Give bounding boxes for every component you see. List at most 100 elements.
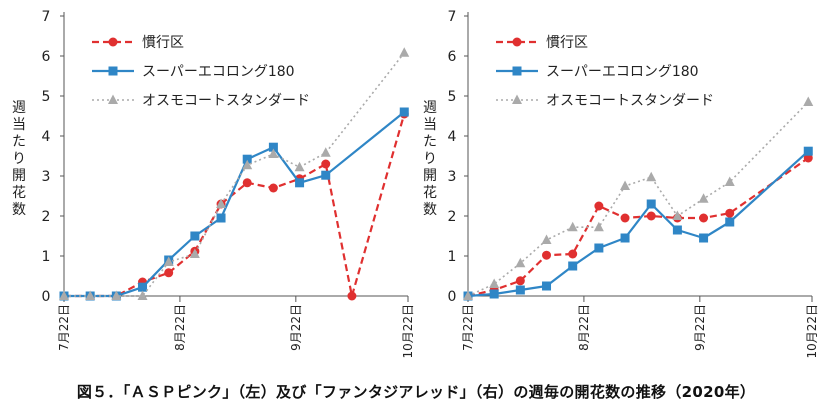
data-point-series-3 <box>593 221 604 232</box>
data-point-series-3 <box>294 161 305 172</box>
data-point-series-3 <box>268 148 279 158</box>
y-tick-label: 4 <box>42 129 51 145</box>
data-point-series-2 <box>803 146 813 156</box>
y-axis-label-char: 開 <box>423 168 437 184</box>
data-point-series-3 <box>85 290 96 300</box>
legend-marker-1 <box>512 37 522 47</box>
data-point-series-3 <box>242 159 253 170</box>
data-point-series-3 <box>463 290 473 300</box>
series-line-1 <box>64 113 406 298</box>
y-tick-label: 7 <box>448 9 457 25</box>
y-tick-label: 3 <box>42 169 51 185</box>
y-tick-label: 0 <box>448 289 457 305</box>
series-line-2 <box>467 150 809 298</box>
data-point-series-1 <box>699 213 709 223</box>
y-tick-label: 5 <box>42 89 51 105</box>
data-point-series-3 <box>137 290 148 300</box>
y-tick-label: 4 <box>448 129 457 145</box>
y-axis-label-char: 当 <box>12 117 26 133</box>
data-point-series-2 <box>399 107 409 117</box>
data-point-series-2 <box>620 233 630 243</box>
series-line-3 <box>64 52 405 297</box>
legend-marker-3 <box>108 94 118 104</box>
data-point-series-3 <box>399 47 410 57</box>
data-point-series-2 <box>699 233 709 243</box>
data-point-series-3 <box>59 290 69 300</box>
y-axis-label-char: 花 <box>423 185 437 201</box>
y-tick-label: 0 <box>42 289 51 305</box>
series-line-2 <box>64 111 405 298</box>
y-tick-label: 5 <box>448 89 457 105</box>
legend-marker-2 <box>108 66 118 76</box>
x-tick-label: 10月22日 <box>401 304 415 359</box>
data-point-series-2 <box>672 225 682 235</box>
x-tick-label: 7月22日 <box>461 304 475 351</box>
data-point-series-3 <box>620 180 631 190</box>
data-point-series-1 <box>515 276 525 286</box>
data-point-series-3 <box>320 147 331 157</box>
data-point-series-2 <box>216 213 226 223</box>
data-point-series-2 <box>489 289 499 299</box>
x-tick-label: 8月22日 <box>173 304 187 351</box>
data-point-series-2 <box>568 261 578 271</box>
x-tick-label: 8月22日 <box>577 304 591 351</box>
legend-label-1: 慣行区 <box>142 34 184 51</box>
data-point-series-1 <box>594 201 604 211</box>
y-axis-label-char: 数 <box>12 202 26 218</box>
legend-label-2: スーパーエコロング180 <box>546 64 699 80</box>
x-tick-label: 7月22日 <box>57 304 71 351</box>
data-point-series-2 <box>295 178 305 188</box>
data-point-series-1 <box>620 213 630 223</box>
data-point-series-1 <box>803 153 813 163</box>
legend-label-2: スーパーエコロング180 <box>142 64 295 80</box>
x-tick-label: 10月22日 <box>805 304 819 359</box>
data-point-series-3 <box>111 290 122 300</box>
data-point-series-3 <box>189 248 200 258</box>
data-point-series-2 <box>242 154 252 164</box>
data-point-series-1 <box>164 268 174 278</box>
data-point-series-1 <box>725 208 735 218</box>
y-axis-label-char: 開 <box>12 168 26 184</box>
y-tick-label: 1 <box>42 249 51 265</box>
y-axis-label-char: り <box>12 151 26 167</box>
series-line-1 <box>467 157 809 298</box>
data-point-series-3 <box>567 221 578 232</box>
data-point-series-3 <box>489 278 500 288</box>
data-point-series-3 <box>698 193 709 203</box>
y-axis-label-char: 花 <box>12 185 26 201</box>
y-tick-label: 1 <box>448 249 457 265</box>
data-point-series-3 <box>672 210 683 220</box>
data-point-series-1 <box>242 178 252 188</box>
data-point-series-2 <box>321 170 331 180</box>
y-tick-label: 2 <box>42 209 51 225</box>
y-tick-label: 3 <box>448 169 457 185</box>
data-point-series-3 <box>216 198 227 208</box>
legend-label-1: 慣行区 <box>546 34 588 51</box>
data-point-series-1 <box>568 249 578 259</box>
data-point-series-3 <box>515 257 526 268</box>
data-point-series-3 <box>541 234 552 244</box>
y-axis-label-char: た <box>12 134 26 150</box>
data-point-series-3 <box>724 176 735 186</box>
data-point-series-2 <box>515 285 525 295</box>
y-axis-label-char: 週 <box>12 100 26 116</box>
y-axis-label-char: 当 <box>423 117 437 133</box>
data-point-series-1 <box>542 250 552 260</box>
y-tick-label: 7 <box>42 9 51 25</box>
data-point-series-2 <box>138 282 148 292</box>
data-point-series-2 <box>646 199 656 209</box>
data-point-series-2 <box>268 142 278 152</box>
y-tick-label: 2 <box>448 209 457 225</box>
data-point-series-2 <box>542 281 552 291</box>
y-tick-label: 6 <box>448 49 457 65</box>
legend-marker-3 <box>512 94 522 104</box>
figure-caption: 図５．「ＡＳＰピンク」（左）及び「ファンタジアレッド」（右）の週毎の開花数の推移… <box>76 383 756 401</box>
x-tick-label: 9月22日 <box>693 304 707 351</box>
legend-label-3: オスモコートスタンダード <box>142 93 310 109</box>
x-tick-label: 9月22日 <box>289 304 303 351</box>
data-point-series-1 <box>347 291 357 301</box>
y-axis-label-char: り <box>423 151 437 167</box>
